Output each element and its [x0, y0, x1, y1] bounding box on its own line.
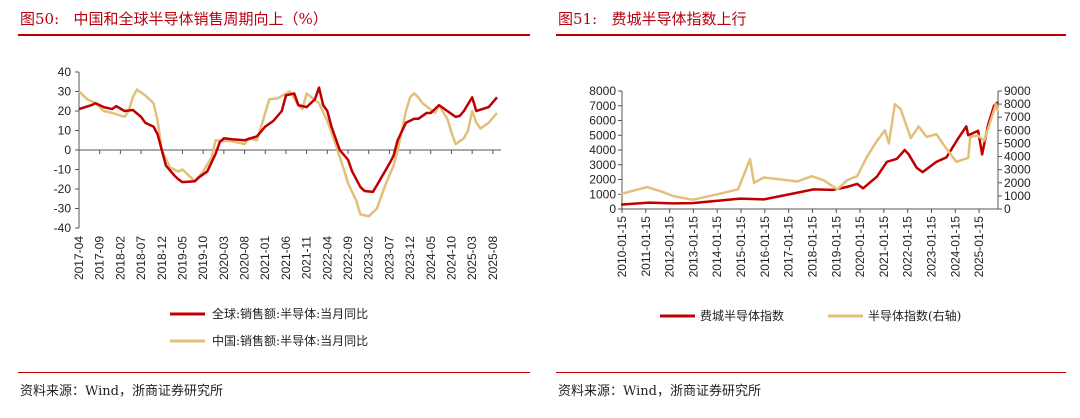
- x-tick-label: 2022-04: [320, 236, 334, 280]
- right-figure-title: 图51: 费城半导体指数上行: [558, 8, 746, 29]
- x-tick-label: 2022-09: [341, 236, 355, 280]
- x-tick-label: 2011-01-15: [639, 216, 653, 277]
- x-tick-label: 2017-01-15: [782, 216, 796, 278]
- y2-tick-label: 2000: [1004, 176, 1031, 190]
- left-figure-title: 图50: 中国和全球半导体销售周期向上（%）: [20, 8, 328, 29]
- x-tick-label: 2019-05: [175, 236, 189, 280]
- y-tick-label: 40: [58, 65, 72, 79]
- y-tick-label: -10: [54, 163, 72, 177]
- y-tick-label: 7000: [589, 99, 616, 113]
- y2-tick-label: 1000: [1004, 189, 1031, 203]
- title-text: 费城半导体指数上行: [611, 10, 747, 28]
- x-tick-label: 2019-10: [196, 236, 210, 280]
- y-tick-label: 8000: [589, 84, 616, 98]
- x-tick-label: 2024-01-15: [948, 216, 962, 278]
- y-tick-label: 20: [58, 104, 72, 118]
- y2-tick-label: 7000: [1004, 110, 1031, 124]
- x-tick-label: 2025-03: [465, 236, 479, 280]
- x-tick-label: 2013-01-15: [686, 216, 700, 278]
- x-tick-label: 2014-01-15: [710, 216, 724, 278]
- y2-tick-label: 9000: [1004, 84, 1031, 98]
- y2-tick-label: 0: [1004, 202, 1011, 216]
- y2-tick-label: 4000: [1004, 150, 1031, 164]
- figure-label: 图50:: [20, 10, 60, 28]
- x-tick-label: 2018-01-15: [805, 216, 819, 278]
- x-tick-label: 2018-07: [134, 236, 148, 280]
- legend-label: 全球:销售额:半导体:当月同比: [212, 306, 368, 321]
- y-tick-label: -30: [54, 202, 72, 216]
- y-tick-label: 0: [609, 202, 616, 216]
- y-tick-label: 4000: [589, 143, 616, 157]
- x-tick-label: 2023-12: [403, 236, 417, 280]
- x-tick-label: 2021-11: [300, 236, 314, 279]
- x-tick-label: 2017-04: [72, 236, 86, 280]
- x-tick-label: 2024-05: [424, 236, 438, 280]
- x-tick-label: 2025-01-15: [972, 216, 986, 278]
- x-tick-label: 2018-12: [155, 236, 169, 280]
- x-tick-label: 2025-08: [486, 236, 500, 280]
- x-tick-label: 2016-01-15: [758, 216, 772, 278]
- title-rule: [556, 34, 1066, 36]
- legend-label: 半导体指数(右轴): [868, 308, 961, 323]
- y-tick-label: 6000: [589, 114, 616, 128]
- x-tick-label: 2022-01-15: [901, 216, 915, 278]
- x-tick-label: 2015-01-15: [734, 216, 748, 278]
- legend-label: 费城半导体指数: [700, 308, 784, 323]
- title-text: 中国和全球半导体销售周期向上（%）: [73, 10, 328, 28]
- y2-tick-label: 3000: [1004, 163, 1031, 177]
- y-tick-label: -20: [54, 182, 72, 196]
- y-tick-label: 2000: [589, 173, 616, 187]
- series-line-0: [620, 101, 999, 206]
- y-tick-label: 10: [58, 124, 72, 138]
- x-tick-label: 2017-09: [93, 236, 107, 280]
- right-source: 资料来源：Wind，浙商证券研究所: [558, 384, 761, 399]
- y-tick-label: 0: [64, 143, 71, 157]
- x-tick-label: 2020-08: [238, 236, 252, 280]
- x-tick-label: 2019-01-15: [829, 216, 843, 278]
- series-line-0: [78, 86, 498, 194]
- x-tick-label: 2023-01-15: [924, 216, 938, 278]
- x-tick-label: 2010-01-15: [615, 216, 629, 278]
- y-tick-label: 30: [58, 85, 72, 99]
- left-source: 资料来源：Wind，浙商证券研究所: [20, 384, 223, 399]
- legend-label: 中国:销售额:半导体:当月同比: [212, 333, 368, 348]
- y-tick-label: 3000: [589, 158, 616, 172]
- y-tick-label: -40: [54, 221, 72, 235]
- figure-label: 图51:: [558, 10, 598, 28]
- y2-tick-label: 8000: [1004, 97, 1031, 111]
- source-rule: [556, 372, 1066, 373]
- x-tick-label: 2021-01-15: [877, 216, 891, 278]
- x-tick-label: 2024-10: [444, 236, 458, 280]
- y2-tick-label: 6000: [1004, 123, 1031, 137]
- y2-tick-label: 5000: [1004, 136, 1031, 150]
- x-tick-label: 2020-01-15: [853, 216, 867, 278]
- x-tick-label: 2012-01-15: [663, 216, 677, 278]
- y-tick-label: 1000: [589, 187, 616, 201]
- x-tick-label: 2023-07: [382, 236, 396, 280]
- x-tick-label: 2021-01: [258, 236, 272, 280]
- series-line-1: [620, 102, 1000, 202]
- x-tick-label: 2020-03: [217, 236, 231, 280]
- x-tick-label: 2018-02: [113, 236, 127, 280]
- x-tick-label: 2021-06: [279, 236, 293, 280]
- source-rule: [18, 372, 530, 373]
- y-tick-label: 5000: [589, 128, 616, 142]
- x-tick-label: 2023-02: [362, 236, 376, 280]
- title-rule: [18, 34, 530, 36]
